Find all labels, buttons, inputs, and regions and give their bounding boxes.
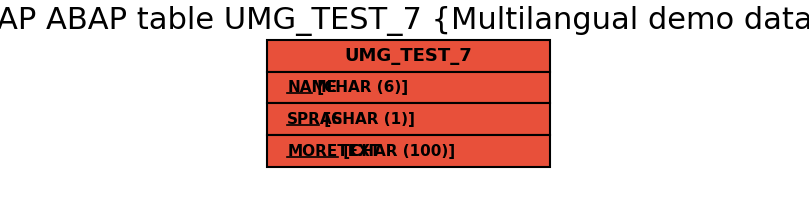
FancyBboxPatch shape: [267, 72, 550, 103]
FancyBboxPatch shape: [267, 103, 550, 135]
Text: SAP ABAP table UMG_TEST_7 {Multilangual demo data}: SAP ABAP table UMG_TEST_7 {Multilangual …: [0, 6, 809, 36]
Text: UMG_TEST_7: UMG_TEST_7: [345, 47, 472, 65]
Text: [CHAR (6)]: [CHAR (6)]: [312, 80, 409, 95]
Text: [CHAR (1)]: [CHAR (1)]: [319, 112, 415, 127]
Text: NAME: NAME: [287, 80, 337, 95]
Text: MORETEXT: MORETEXT: [287, 144, 380, 159]
Text: SPRAS: SPRAS: [287, 112, 344, 127]
FancyBboxPatch shape: [267, 40, 550, 72]
FancyBboxPatch shape: [267, 135, 550, 167]
Text: [CHAR (100)]: [CHAR (100)]: [337, 144, 455, 159]
